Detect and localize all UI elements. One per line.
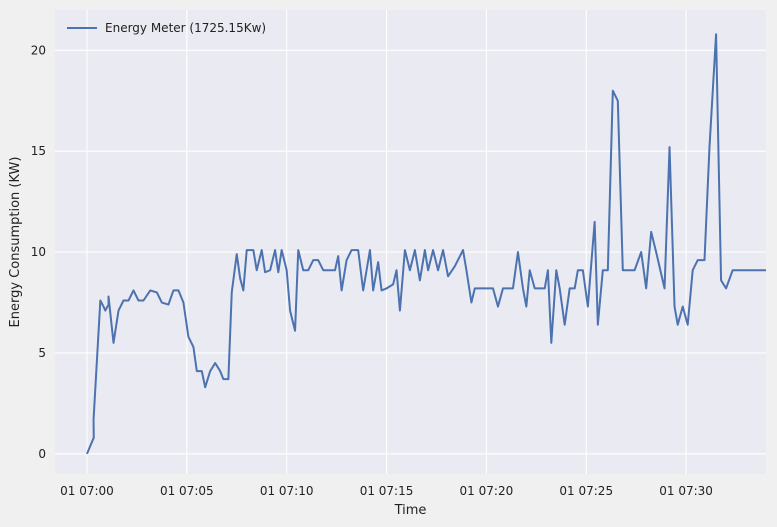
y-tick-labels: 0 5 10 15 20 [31,43,46,460]
series-layer [86,33,766,455]
x-tick-label: 01 07:05 [160,484,214,498]
x-tick-label: 01 07:15 [360,484,414,498]
series-line [86,33,766,455]
x-axis-title: Time [394,503,427,518]
x-tick-labels: 01 07:00 01 07:05 01 07:10 01 07:15 01 07:20… [60,484,713,498]
y-tick-label: 15 [31,144,46,158]
x-tick-label: 01 07:25 [559,484,613,498]
legend-label: Energy Meter (1725.15Kw) [105,21,266,35]
x-tick-label: 01 07:20 [460,484,514,498]
x-tick-label: 01 07:10 [260,484,314,498]
y-axis-title: Energy Consumption (KW) [8,157,23,328]
x-tick-label: 01 07:00 [60,484,114,498]
y-tick-label: 5 [38,346,46,360]
y-tick-label: 20 [31,43,46,57]
y-tick-label: 10 [31,245,46,259]
y-tick-label: 0 [38,447,46,461]
legend: Energy Meter (1725.15Kw) [67,21,266,35]
plot-area [55,10,766,474]
x-tick-label: 01 07:30 [659,484,713,498]
gridlines [55,10,766,474]
